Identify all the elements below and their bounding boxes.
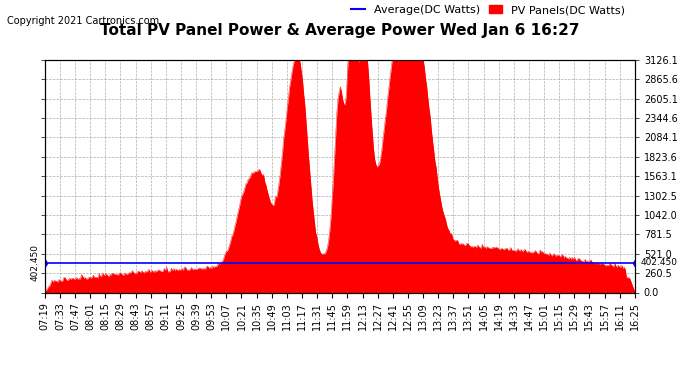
Text: 402.450: 402.450 [640, 258, 678, 267]
Text: Copyright 2021 Cartronics.com: Copyright 2021 Cartronics.com [7, 16, 159, 26]
Text: 402.450: 402.450 [30, 244, 39, 281]
Legend: Average(DC Watts), PV Panels(DC Watts): Average(DC Watts), PV Panels(DC Watts) [347, 0, 629, 20]
Title: Total PV Panel Power & Average Power Wed Jan 6 16:27: Total PV Panel Power & Average Power Wed… [100, 23, 580, 38]
